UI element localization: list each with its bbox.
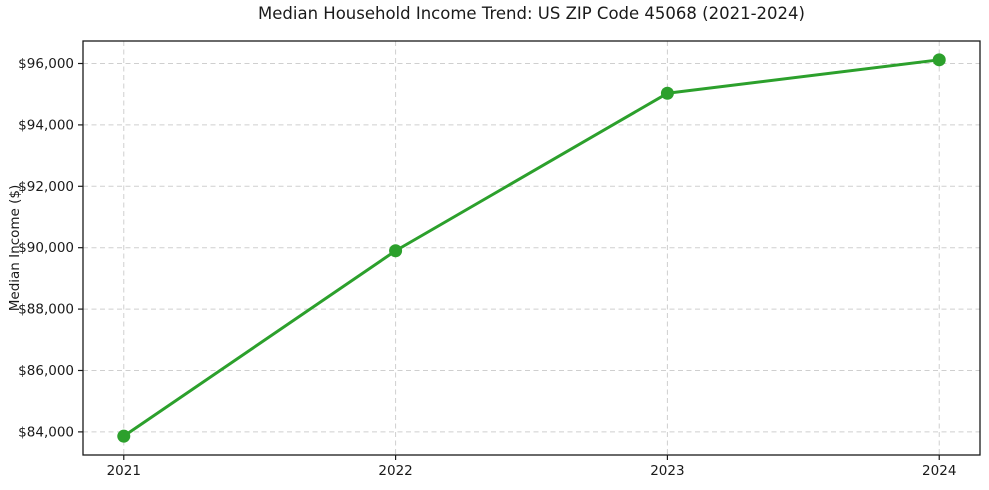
- y-tick-label: $94,000: [18, 117, 74, 133]
- y-tick-label: $92,000: [18, 179, 74, 195]
- y-tick-label: $90,000: [18, 240, 74, 256]
- plot-border: [82, 40, 981, 456]
- y-tick-label: $88,000: [18, 302, 74, 318]
- data-point-2021: [117, 429, 131, 443]
- data-point-2023: [660, 86, 674, 100]
- x-tick-label: 2023: [650, 463, 684, 479]
- data-point-2024: [932, 53, 946, 67]
- y-axis-label: Median Income ($): [7, 184, 23, 312]
- y-tick-label: $84,000: [18, 424, 74, 440]
- y-tick-label: $96,000: [18, 56, 74, 72]
- x-tick-label: 2022: [378, 463, 412, 479]
- x-tick-label: 2024: [922, 463, 956, 479]
- trend-line: [122, 58, 941, 438]
- y-tick-label: $86,000: [18, 363, 74, 379]
- chart-title: Median Household Income Trend: US ZIP Co…: [258, 4, 805, 23]
- x-tick-label: 2021: [107, 463, 141, 479]
- data-point-2022: [389, 244, 403, 258]
